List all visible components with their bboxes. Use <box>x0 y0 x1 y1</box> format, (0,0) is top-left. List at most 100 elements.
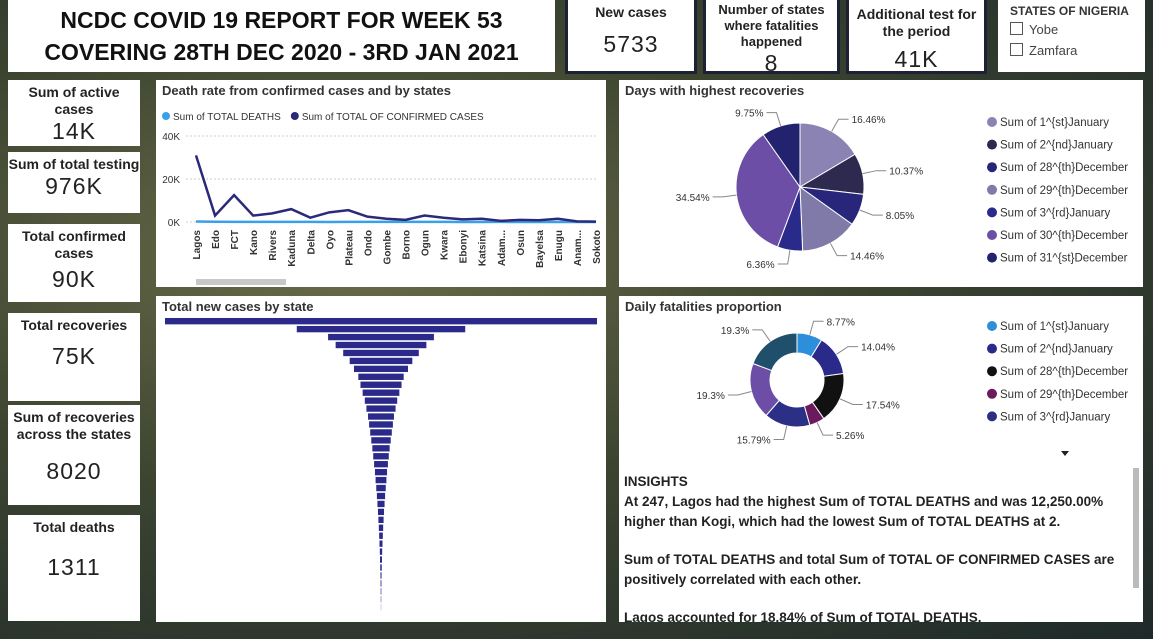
kpi-value: 41K <box>894 46 939 72</box>
bar <box>380 556 382 563</box>
insight: Lagos accounted for 18.84% of Sum of TOT… <box>624 610 982 622</box>
scroll-arrow[interactable] <box>1061 451 1069 456</box>
donut-chart: Daily fatalities proportion 8.77% 14.04% 17… <box>625 299 1128 456</box>
title-line: NCDC COVID 19 REPORT FOR WEEK 53 <box>60 7 503 33</box>
bar <box>374 461 388 468</box>
x-tick-label: Sokoto <box>592 230 603 264</box>
bar <box>380 580 382 587</box>
x-tick-label: Oyo <box>325 230 336 249</box>
data-label: 8.05% <box>886 211 914 222</box>
bar <box>380 564 382 571</box>
bar <box>360 381 402 388</box>
bar <box>379 532 383 539</box>
x-tick-label: Plateau <box>344 230 355 266</box>
bar <box>376 492 386 500</box>
kpi-value: 5733 <box>603 31 659 57</box>
bar <box>375 476 387 484</box>
insight: At 247, Lagos had the highest Sum of TOT… <box>624 494 1104 529</box>
y-tick-label: 20K <box>162 175 180 186</box>
line-chart: Death rate from confirmed cases and by s… <box>162 83 603 285</box>
leader-line <box>831 118 849 132</box>
kpi-card: Sum of recoveries across the states 8020 <box>8 405 140 505</box>
kpi-label: Sum of total testing <box>8 156 140 172</box>
legend-label: Sum of 2^{nd}January <box>1000 344 1113 356</box>
leader-line <box>752 329 771 342</box>
scrollbar[interactable] <box>1133 468 1139 588</box>
x-tick-label: Ebonyi <box>459 230 470 264</box>
legend-marker <box>987 388 997 399</box>
data-label: 34.54% <box>676 193 710 204</box>
data-label: 5.26% <box>836 431 864 442</box>
leader-line <box>839 398 863 406</box>
x-tick-label: Rivers <box>268 230 279 261</box>
bar <box>379 540 383 547</box>
bar <box>343 349 419 357</box>
kpi-value: 90K <box>52 266 96 292</box>
data-label: 17.54% <box>866 401 900 412</box>
line <box>194 154 597 223</box>
legend-marker <box>162 112 170 120</box>
data-label: 9.75% <box>735 109 763 120</box>
x-tick-label: Anam... <box>573 230 584 266</box>
legend-label: Sum of 31^{st}December <box>1000 253 1128 265</box>
insights-title: INSIGHTS <box>624 474 688 489</box>
panel: Death rate from confirmed cases and by s… <box>156 80 606 287</box>
y-tick-label: 40K <box>162 132 180 143</box>
bar <box>358 373 404 380</box>
bar <box>380 572 382 579</box>
title-box: NCDC COVID 19 REPORT FOR WEEK 53 COVERIN… <box>8 0 555 72</box>
kpi-value: 14K <box>52 118 96 144</box>
bar <box>335 341 427 349</box>
panel: Total new cases by state <box>156 296 606 622</box>
slicer-item[interactable]: Yobe <box>1010 22 1145 37</box>
chart-title: Total new cases by state <box>162 299 314 314</box>
chart-title: Days with highest recoveries <box>625 83 804 98</box>
pie-chart: Days with highest recoveries 16.46% 10.37%… <box>625 83 1128 271</box>
leader-line <box>773 425 788 441</box>
legend-label: Sum of TOTAL DEATHS <box>173 112 281 123</box>
kpi-label: Sum of active cases <box>28 84 120 117</box>
bar <box>354 365 408 373</box>
slice <box>735 133 801 248</box>
kpi-label: Number of states where fatalities happen… <box>718 2 825 49</box>
chart-title: Daily fatalities proportion <box>625 299 782 314</box>
leader-line <box>809 320 824 335</box>
data-label: 15.79% <box>737 436 771 447</box>
panel: Days with highest recoveries 16.46% 10.37%… <box>619 80 1143 287</box>
legend-marker <box>290 112 299 120</box>
bar <box>368 413 394 420</box>
slicer: STATES OF NIGERIA Yobe Zamfara <box>998 0 1145 72</box>
data-label: 19.3% <box>721 326 749 337</box>
insight: Sum of TOTAL DEATHS and total Sum of TOT… <box>624 552 1115 587</box>
slicer-title: STATES OF NIGERIA <box>1010 4 1129 18</box>
insights: INSIGHTS At 247, Lagos had the highest S… <box>624 472 1124 622</box>
x-tick-label: Gombe <box>382 230 393 265</box>
slicer-item[interactable]: Zamfara <box>1010 43 1145 58</box>
x-tick-label: Delta <box>306 230 317 255</box>
legend-marker <box>987 366 997 377</box>
x-tick-label: Enugu <box>554 230 565 261</box>
bar <box>379 548 383 555</box>
bar <box>328 333 434 341</box>
legend-marker <box>987 117 997 127</box>
legend-label: Sum of 1^{st}January <box>1000 117 1109 129</box>
kpi-label: Total recoveries <box>20 317 128 333</box>
legend-marker <box>987 343 997 354</box>
kpi-card: Total recoveries 75K <box>8 313 140 401</box>
kpi-value: 8020 <box>46 458 102 484</box>
x-tick-label: Osun <box>516 230 527 256</box>
kpi-value: 8 <box>764 50 779 74</box>
data-label: 16.46% <box>852 115 886 126</box>
legend-label: Sum of 3^{rd}January <box>1000 411 1110 423</box>
legend-marker <box>987 207 997 218</box>
leader-line <box>862 170 887 175</box>
x-tick-label: Ondo <box>363 230 374 256</box>
x-tick-label: Edo <box>211 230 222 249</box>
bar <box>372 445 390 452</box>
kpi-card: Sum of active cases 14K <box>8 80 140 146</box>
slice <box>762 122 801 189</box>
bar <box>369 421 393 428</box>
legend-marker <box>987 162 997 173</box>
legend-label: Sum of TOTAL OF CONFIRMED CASES <box>302 112 484 123</box>
leader-line <box>727 391 752 396</box>
